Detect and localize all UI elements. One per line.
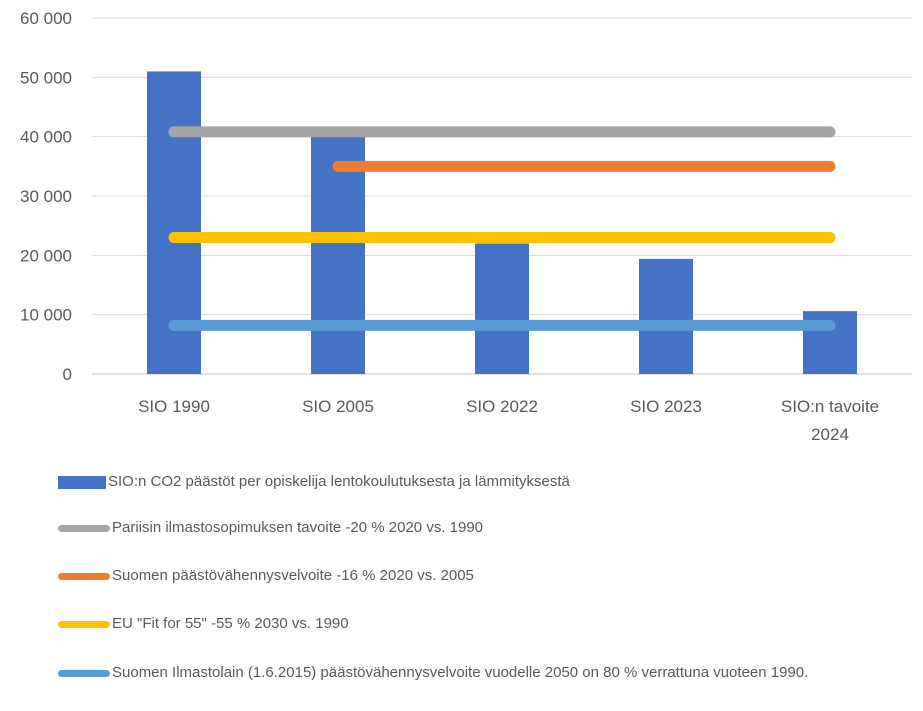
- y-tick-label: 50 000: [20, 68, 72, 87]
- bar: [475, 243, 529, 374]
- legend-swatch-fit-for-55: [58, 621, 110, 628]
- bar: [311, 136, 365, 374]
- x-tick-label: 2024: [811, 425, 849, 444]
- legend-label-paris: Pariisin ilmastosopimuksen tavoite -20 %…: [112, 519, 484, 536]
- legend-item-finland-2020: Suomen päästövähennysvelvoite -16 % 2020…: [58, 564, 892, 588]
- x-tick-label: SIO 2023: [630, 397, 702, 416]
- y-axis-ticks: 0 10 000 20 000 30 000 40 000 50 000 60 000: [20, 9, 72, 384]
- x-tick-label: SIO 2022: [466, 397, 538, 416]
- legend-item-climate-act: Suomen Ilmastolain (1.6.2015) päästövähe…: [58, 661, 892, 685]
- y-tick-label: 0: [63, 365, 72, 384]
- bar: [639, 258, 693, 374]
- legend-label-climate-act: Suomen Ilmastolain (1.6.2015) päästövähe…: [112, 664, 809, 681]
- legend-swatch-paris: [58, 525, 110, 532]
- x-tick-label: SIO 2005: [302, 397, 374, 416]
- x-tick-label: SIO 1990: [138, 397, 210, 416]
- line-series: [168, 126, 836, 331]
- y-tick-label: 30 000: [20, 187, 72, 206]
- legend-label-bar: SIO:n CO2 päästöt per opiskelija lentoko…: [108, 473, 570, 490]
- y-tick-label: 20 000: [20, 246, 72, 265]
- y-tick-label: 60 000: [20, 9, 72, 28]
- legend-swatch-bar: [58, 476, 106, 489]
- x-axis-ticks: SIO 1990 SIO 2005 SIO 2022 SIO 2023 SIO:n ta…: [138, 397, 879, 444]
- x-tick-label: SIO:n tavoite: [781, 397, 879, 416]
- legend-item-paris: Pariisin ilmastosopimuksen tavoite -20 %…: [58, 516, 892, 540]
- chart-area: 0 10 000 20 000 30 000 40 000 50 000 60 000 SI…: [20, 9, 912, 444]
- legend-item-bar: SIO:n CO2 päästöt per opiskelija lentoko…: [58, 470, 888, 494]
- y-tick-label: 40 000: [20, 128, 72, 147]
- legend-swatch-finland-2020: [58, 573, 110, 580]
- legend-label-finland-2020: Suomen päästövähennysvelvoite -16 % 2020…: [112, 567, 474, 584]
- legend-label-fit-for-55: EU "Fit for 55" -55 % 2030 vs. 1990: [112, 615, 349, 632]
- legend-item-fit-for-55: EU "Fit for 55" -55 % 2030 vs. 1990: [58, 612, 892, 636]
- legend-swatch-climate-act: [58, 670, 110, 677]
- y-tick-label: 10 000: [20, 306, 72, 325]
